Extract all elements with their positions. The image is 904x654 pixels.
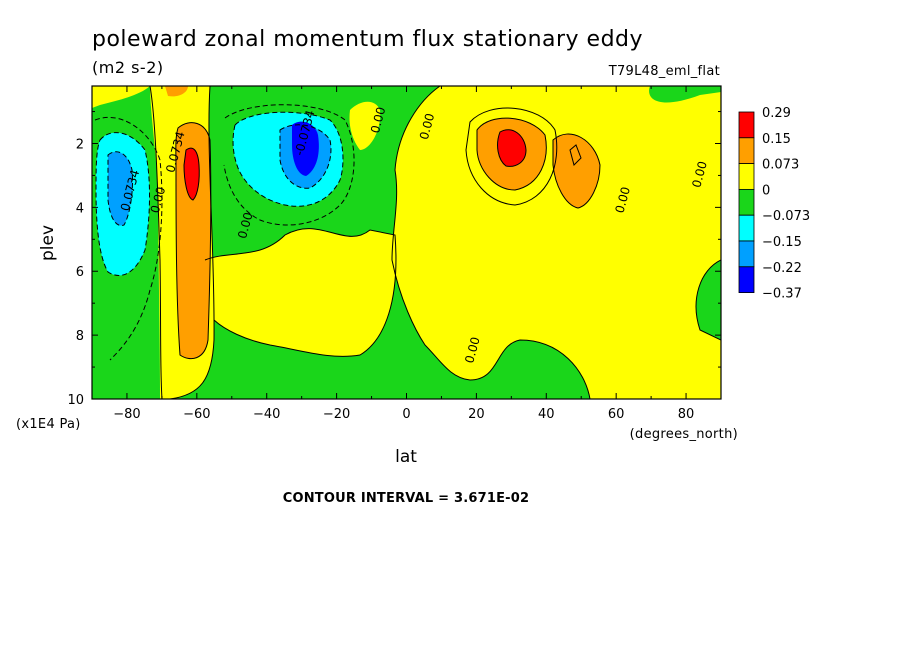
x-tick-label: 40 <box>538 407 555 422</box>
contour-interval-note: CONTOUR INTERVAL = 3.671E-02 <box>283 491 530 506</box>
x-axis-label: lat <box>395 447 417 467</box>
color-legend: 0.29 0.15 0.073 0 −0.073 −0.15 −0.22 −0.37 <box>738 106 810 302</box>
legend-label: 0 <box>762 183 770 198</box>
chart-title: poleward zonal momentum flux stationary … <box>92 27 643 52</box>
contour-label: 0.00 <box>368 105 388 134</box>
contour-fills <box>92 86 721 399</box>
x-tick-label: 60 <box>608 407 625 422</box>
contour-pos-sh <box>175 122 212 360</box>
contour-lines-negative <box>94 104 355 361</box>
legend-label: 0.15 <box>762 132 791 147</box>
x-axis: −80 −60 −40 −20 0 20 40 60 80 <box>91 86 722 422</box>
legend-swatch <box>738 111 755 139</box>
fill-yellow-top <box>92 86 150 108</box>
contour-pos-nh <box>476 117 547 191</box>
contour-pos-nh-inner <box>497 129 527 167</box>
contour-zero-sh2 <box>169 86 215 399</box>
fill-orange-nh2 <box>553 134 600 208</box>
y-tick-label: 2 <box>76 137 84 152</box>
contour-label: 0.00 <box>148 185 168 214</box>
chart-units: (m2 s-2) <box>92 58 164 77</box>
contour-zero-nh <box>391 86 591 399</box>
fill-yellow-eq <box>349 101 381 150</box>
fill-red-sh <box>184 148 200 200</box>
x-tick-label: −20 <box>323 407 350 422</box>
fill-yellow-nh <box>392 86 721 399</box>
x-tick-label: 80 <box>678 407 695 422</box>
legend-label: −0.22 <box>762 261 802 276</box>
fill-yellow-mid <box>205 228 396 357</box>
contour-pos-sh-inner <box>183 147 200 201</box>
run-label: T79L48_eml_flat <box>608 64 720 79</box>
contour-neg-sh2-inner <box>279 124 332 189</box>
y-axis-units: (x1E4 Pa) <box>16 417 81 432</box>
contour-zero-nh2 <box>695 259 721 341</box>
contour-neg-sh1-outer <box>94 116 163 361</box>
legend-swatch <box>738 240 755 268</box>
x-tick-label: 20 <box>468 407 485 422</box>
contour-neg-sh2 <box>232 111 344 207</box>
contour-neg-sh2-outer <box>223 104 355 226</box>
y-tick-label: 4 <box>76 201 84 216</box>
y-tick-label: 10 <box>67 393 84 408</box>
contour-zero-mid <box>204 228 397 357</box>
legend-swatch <box>738 266 755 293</box>
contour-label: 0.00 <box>689 160 709 189</box>
x-axis-units: (degrees_north) <box>630 427 738 442</box>
contour-label: 0.00 <box>235 211 255 240</box>
x-tick-label: −40 <box>253 407 280 422</box>
legend-label: −0.073 <box>762 209 810 224</box>
contour-label: 0.00 <box>462 335 482 364</box>
fill-blue-sh1 <box>108 151 133 226</box>
legend-swatch <box>738 137 755 165</box>
contour-zero-sh <box>149 86 163 399</box>
y-axis: 2 4 6 8 10 <box>67 111 721 408</box>
contour-neg-sh1 <box>95 132 151 276</box>
fill-red-nh <box>497 129 526 167</box>
legend-swatch <box>738 214 755 242</box>
legend-label: −0.37 <box>762 287 802 302</box>
y-axis-label: plev <box>38 225 58 261</box>
contour-pos-nh2 <box>552 133 601 209</box>
legend-label: 0.073 <box>762 158 799 173</box>
fill-darkblue-sh2 <box>292 121 319 176</box>
legend-swatch <box>738 163 755 190</box>
contour-pos-nh2-inner <box>569 144 582 166</box>
contour-label: 0.00 <box>417 112 437 141</box>
fill-orange-top <box>165 86 188 97</box>
x-tick-label: 0 <box>402 407 410 422</box>
contour-neg-sh1-inner <box>107 151 133 227</box>
contour-lines <box>149 86 721 399</box>
contour-label: 0.00 <box>613 185 633 214</box>
x-tick-label: −80 <box>113 407 140 422</box>
x-tick-label: −60 <box>183 407 210 422</box>
legend-label: 0.29 <box>762 106 791 121</box>
legend-label: −0.15 <box>762 235 802 250</box>
y-tick-label: 8 <box>76 329 84 344</box>
y-tick-label: 6 <box>76 265 84 280</box>
legend-swatch <box>738 188 755 216</box>
contour-pos-nh-outer <box>465 107 558 206</box>
fill-orange-sh <box>175 122 211 359</box>
